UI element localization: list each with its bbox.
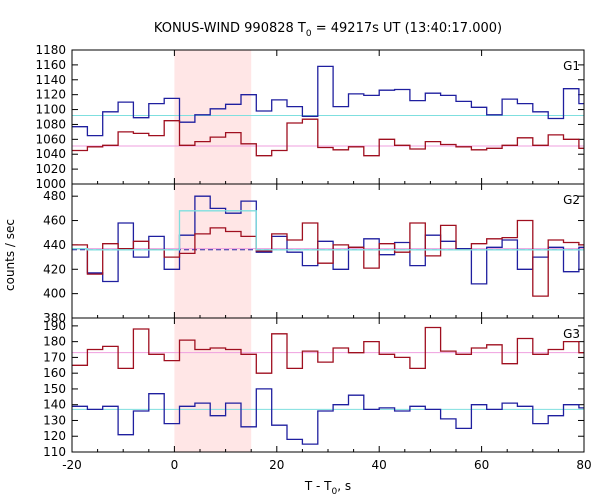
y-tick-label: 1180 bbox=[35, 43, 66, 57]
y-tick-label: 460 bbox=[43, 214, 66, 228]
series-line bbox=[72, 65, 584, 137]
y-tick-label: 400 bbox=[43, 287, 66, 301]
y-tick-label: 140 bbox=[43, 398, 66, 412]
y-tick-label: 150 bbox=[43, 382, 66, 396]
series-line bbox=[72, 195, 584, 285]
y-tick-label: 160 bbox=[43, 366, 66, 380]
highlight-layer bbox=[174, 50, 252, 452]
y-tick-label: 1040 bbox=[35, 147, 66, 161]
y-tick-label: 480 bbox=[43, 189, 66, 203]
series-line bbox=[72, 326, 584, 374]
y-tick-label: 380 bbox=[43, 311, 66, 325]
panel-frame bbox=[71, 317, 585, 453]
frame-layer bbox=[71, 49, 585, 453]
y-tick-label: 170 bbox=[43, 350, 66, 364]
x-tick-label: -20 bbox=[62, 458, 82, 472]
x-tick-label: 0 bbox=[171, 458, 179, 472]
chart-title: KONUS-WIND 990828 T0 = 49217s UT (13:40:… bbox=[154, 21, 502, 39]
y-tick-label: 1020 bbox=[35, 162, 66, 176]
x-tick-label: 80 bbox=[576, 458, 591, 472]
label-layer: 1000102010401060108011001120114011601180… bbox=[35, 43, 591, 472]
y-tick-label: 110 bbox=[43, 445, 66, 459]
panel-label: G3 bbox=[563, 327, 580, 341]
y-tick-label: 420 bbox=[43, 262, 66, 276]
panel-label: G2 bbox=[563, 193, 580, 207]
x-tick-label: 60 bbox=[474, 458, 489, 472]
y-tick-label: 1160 bbox=[35, 58, 66, 72]
series-line bbox=[72, 210, 584, 251]
series-layer bbox=[72, 65, 584, 445]
highlight-band bbox=[174, 50, 252, 452]
y-tick-label: 1120 bbox=[35, 88, 66, 102]
baseline-layer bbox=[72, 115, 584, 410]
y-tick-label: 190 bbox=[43, 319, 66, 333]
x-tick-label: 20 bbox=[269, 458, 284, 472]
y-tick-label: 1060 bbox=[35, 132, 66, 146]
x-tick-label: 40 bbox=[372, 458, 387, 472]
y-tick-label: 1080 bbox=[35, 117, 66, 131]
x-axis-label: T - T0, s bbox=[304, 479, 351, 497]
y-axis-label: counts / sec bbox=[3, 219, 17, 291]
y-tick-label: 1000 bbox=[35, 177, 66, 191]
series-line bbox=[72, 388, 584, 445]
series-line bbox=[72, 219, 584, 297]
y-tick-label: 1140 bbox=[35, 73, 66, 87]
y-tick-label: 1100 bbox=[35, 103, 66, 117]
y-tick-label: 130 bbox=[43, 413, 66, 427]
series-line bbox=[72, 118, 584, 157]
y-tick-label: 440 bbox=[43, 238, 66, 252]
y-tick-label: 120 bbox=[43, 429, 66, 443]
panel-label: G1 bbox=[563, 59, 580, 73]
y-tick-label: 180 bbox=[43, 335, 66, 349]
